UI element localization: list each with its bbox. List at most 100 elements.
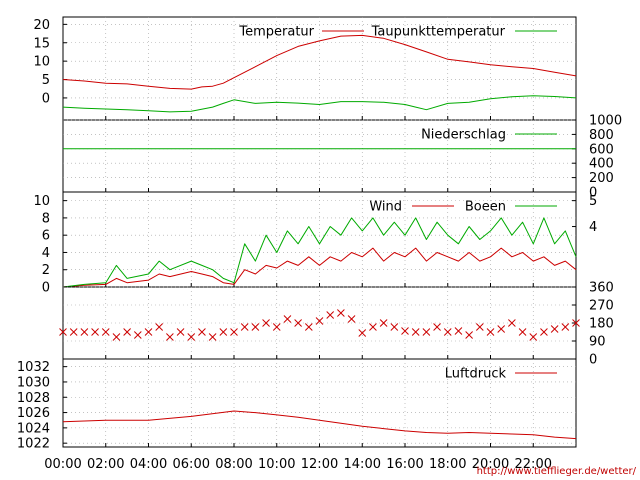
point-stroke [508, 319, 516, 327]
scatter-point [101, 328, 110, 336]
point-stroke [486, 328, 495, 336]
point-stroke [219, 328, 228, 336]
point-stroke [230, 328, 238, 336]
point-stroke [304, 323, 313, 331]
point-stroke [283, 315, 292, 323]
scatter-point [390, 323, 399, 331]
point-stroke [69, 328, 78, 336]
point-stroke [262, 319, 270, 327]
point-stroke [347, 315, 356, 323]
x-tick-label: 02:00 [87, 457, 124, 472]
scatter-point [369, 323, 377, 331]
scatter-point [155, 323, 164, 331]
scatter-point [326, 311, 335, 319]
point-stroke [176, 328, 185, 336]
scatter-point [187, 333, 196, 341]
point-stroke [59, 328, 67, 336]
point-stroke [326, 311, 335, 319]
point-stroke [550, 325, 559, 333]
y-tick-label: 15 [33, 36, 50, 51]
point-stroke [187, 333, 196, 341]
scatter-point [411, 328, 420, 336]
y-tick-label: 0 [42, 281, 50, 296]
y-tick-label: 8 [42, 211, 50, 226]
y-tick-label: 5 [42, 73, 50, 88]
y-tick-label-right: 400 [589, 157, 614, 172]
scatter-point [550, 325, 559, 333]
scatter-point [454, 327, 463, 335]
legend-label: Niederschlag [421, 128, 506, 143]
scatter-point [433, 323, 441, 331]
point-stroke [155, 323, 164, 331]
scatter-point [91, 328, 99, 336]
scatter-point [240, 323, 249, 331]
point-stroke [123, 328, 131, 336]
y-tick-label: 10 [33, 194, 50, 209]
point-stroke [208, 333, 217, 341]
point-stroke [240, 323, 249, 331]
y-tick-label: 1030 [17, 375, 50, 390]
scatter-point [315, 317, 324, 325]
point-stroke [144, 328, 153, 336]
scatter-point [176, 328, 185, 336]
scatter-point [69, 328, 78, 336]
y-tick-label-right: 800 [589, 128, 614, 143]
point-stroke [198, 328, 206, 336]
point-stroke [561, 323, 570, 331]
scatter-point [123, 328, 131, 336]
scatter-point [518, 328, 527, 336]
panel-temperature: 0 5 10 15 20 Temperatur Taupunkttemperatur [33, 16, 577, 121]
point-stroke [337, 309, 345, 317]
scatter-point [251, 323, 260, 331]
scatter-point [283, 315, 292, 323]
scatter-point [272, 323, 281, 331]
scatter-point [497, 325, 506, 333]
y-tick-label: 4 [42, 246, 50, 261]
legend-label: Wind [369, 200, 402, 215]
point-stroke [572, 319, 580, 327]
point-stroke [369, 323, 377, 331]
point-stroke [443, 328, 452, 336]
scatter-point [337, 309, 345, 317]
scatter-point [443, 328, 452, 336]
point-stroke [454, 327, 463, 335]
point-stroke [272, 323, 281, 331]
y-tick-label: 1026 [17, 406, 50, 421]
legend-label: Temperatur [238, 25, 314, 40]
scatter-point [219, 328, 228, 336]
scatter-point [529, 333, 538, 341]
scatter-point [358, 329, 367, 337]
scatter-point [347, 315, 356, 323]
panel-wind: 0 2 4 6 8 10 4 5 Wind Boeen [33, 191, 597, 296]
series-line-boeen [62, 217, 577, 288]
scatter-point [540, 328, 548, 336]
y-tick-label-right: 90 [589, 335, 606, 350]
y-tick-label-right: 4 [589, 220, 597, 235]
point-stroke [294, 319, 302, 327]
y-tick-label-right: 200 [589, 171, 614, 186]
scatter-point [475, 323, 484, 331]
point-stroke [401, 327, 409, 335]
scatter-point [401, 327, 409, 335]
scatter-point [294, 319, 302, 327]
y-tick-label: 0 [42, 91, 50, 106]
point-stroke [379, 319, 388, 327]
series-line-luftdruck [62, 410, 577, 440]
series-line-wind [62, 247, 577, 288]
y-tick-label: 1024 [17, 421, 50, 436]
x-tick-label: 10:00 [258, 457, 295, 472]
point-stroke [475, 323, 484, 331]
point-stroke [518, 328, 527, 336]
y-tick-label-right: 600 [589, 142, 614, 157]
legend-label: Boeen [465, 200, 506, 215]
x-tick-label: 06:00 [173, 457, 210, 472]
x-tick-label: 08:00 [215, 457, 252, 472]
point-stroke [358, 329, 367, 337]
scatter-point [262, 319, 270, 327]
scatter-point [508, 319, 516, 327]
scatter-point [572, 319, 580, 327]
point-stroke [251, 323, 260, 331]
